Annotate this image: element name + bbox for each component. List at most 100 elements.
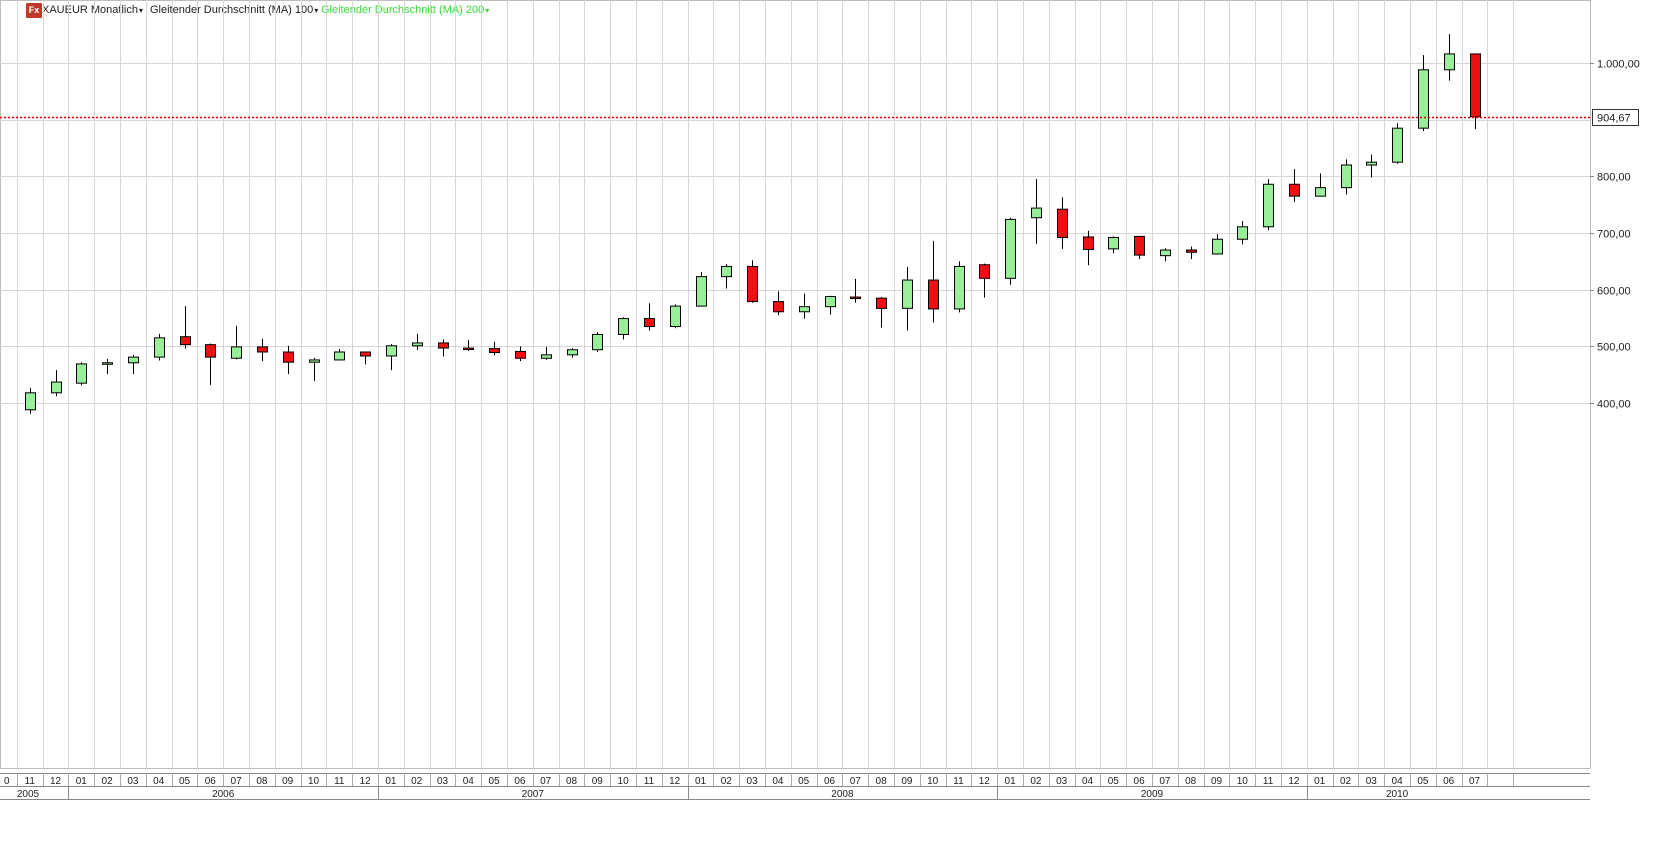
month-label: 0: [4, 776, 10, 787]
price-tick-label: 1.000,00: [1597, 59, 1640, 71]
candle-body: [696, 276, 707, 307]
month-label: 04: [1392, 776, 1404, 787]
candle-body: [1108, 237, 1119, 250]
candle-body: [876, 297, 887, 309]
month-label: 08: [256, 776, 268, 787]
month-label: 05: [489, 776, 501, 787]
candle: [257, 338, 268, 362]
month-label: 11: [25, 776, 36, 787]
candle: [1366, 154, 1377, 178]
year-label: 2009: [1141, 789, 1164, 800]
month-label: 02: [721, 776, 733, 787]
candle: [205, 343, 216, 385]
candle-body: [1366, 161, 1377, 166]
candle-body: [928, 279, 939, 310]
candle: [1289, 168, 1300, 202]
candle: [1315, 173, 1326, 197]
candle: [1160, 248, 1171, 262]
month-label: 02: [411, 776, 423, 787]
candle: [1134, 235, 1145, 260]
candle-body: [1083, 236, 1094, 250]
candle-body: [670, 305, 681, 328]
month-label: 05: [179, 776, 191, 787]
month-label: 04: [463, 776, 475, 787]
indicator-ma200-selector[interactable]: Gleitender Durchschnitt (MA) 200▾: [321, 4, 489, 16]
month-label: 10: [618, 776, 630, 787]
month-label: 06: [514, 776, 526, 787]
candle-body: [283, 351, 294, 363]
year-label: 2005: [17, 789, 40, 800]
candle: [180, 306, 191, 349]
indicator-ma100-selector[interactable]: Gleitender Durchschnitt (MA) 100▾: [150, 4, 318, 16]
candle: [1263, 179, 1274, 231]
candle-body: [360, 351, 371, 357]
candle-body: [515, 350, 526, 359]
candle-body: [334, 351, 345, 361]
month-label: 11: [1263, 776, 1274, 787]
candle: [1470, 53, 1481, 130]
candle-body: [567, 349, 578, 356]
candle: [567, 348, 578, 358]
candle: [1057, 197, 1068, 249]
month-label: 03: [747, 776, 759, 787]
candle: [799, 293, 810, 319]
candle: [1212, 234, 1223, 255]
candle: [618, 317, 629, 340]
month-label: 12: [1288, 776, 1300, 787]
candle-body: [954, 265, 965, 310]
candle-body: [618, 318, 629, 335]
month-label: 03: [127, 776, 139, 787]
candle: [231, 325, 242, 360]
time-axis[interactable]: 0 11 12 01 02 03 04 05 06 07 08 09 10 11 12 01 02 03 04 05 0…: [0, 773, 1590, 800]
month-label: 01: [385, 776, 397, 787]
candle-body: [1134, 235, 1145, 256]
price-tick-label: 600,00: [1597, 286, 1631, 298]
candle-body: [438, 342, 449, 349]
month-label: 06: [824, 776, 836, 787]
candle: [1418, 55, 1429, 131]
candle: [1083, 230, 1094, 266]
month-label: 04: [153, 776, 165, 787]
month-label: 05: [1417, 776, 1429, 787]
candle: [1444, 34, 1455, 81]
year-label: 2008: [831, 789, 854, 800]
candle-body: [386, 345, 397, 357]
month-label: 01: [76, 776, 88, 787]
instrument-label: XAUEUR Monatlich: [42, 4, 138, 16]
month-label: 04: [1082, 776, 1094, 787]
candle: [721, 264, 732, 289]
candle-body: [1418, 69, 1429, 129]
month-label: 10: [308, 776, 320, 787]
price-tick-label: 700,00: [1597, 229, 1631, 241]
candle: [386, 344, 397, 371]
month-label: 05: [1108, 776, 1120, 787]
month-label: 08: [1185, 776, 1197, 787]
month-label: 12: [979, 776, 991, 787]
chart-toolbar: Fx XAUEUR Monatlich▾ Gleitender Durchsch…: [0, 0, 1590, 22]
candle: [128, 354, 139, 375]
candle-body: [1186, 249, 1197, 253]
candle: [463, 340, 474, 351]
month-label: 07: [540, 776, 552, 787]
month-label: 06: [1134, 776, 1146, 787]
candle-body: [1263, 183, 1274, 228]
candle-body: [825, 295, 836, 308]
candle: [825, 295, 836, 315]
candle-body: [1031, 207, 1042, 219]
month-label: 12: [360, 776, 372, 787]
candle-body: [412, 342, 423, 347]
month-label: 08: [566, 776, 578, 787]
candle-body: [257, 346, 268, 353]
month-label: 01: [695, 776, 707, 787]
candle-body: [644, 318, 655, 328]
candle: [1392, 123, 1403, 164]
price-tick-label: 800,00: [1597, 172, 1631, 184]
year-label: 2007: [522, 789, 545, 800]
month-label: 06: [205, 776, 217, 787]
month-label: 09: [901, 776, 913, 787]
instrument-selector[interactable]: XAUEUR Monatlich▾: [42, 4, 143, 16]
candle: [670, 304, 681, 329]
candle: [747, 260, 758, 303]
price-axis[interactable]: 400,00 500,00 600,00 700,00 800,00 1.000,00 90…: [1590, 59, 1640, 411]
month-label: 03: [1056, 776, 1068, 787]
